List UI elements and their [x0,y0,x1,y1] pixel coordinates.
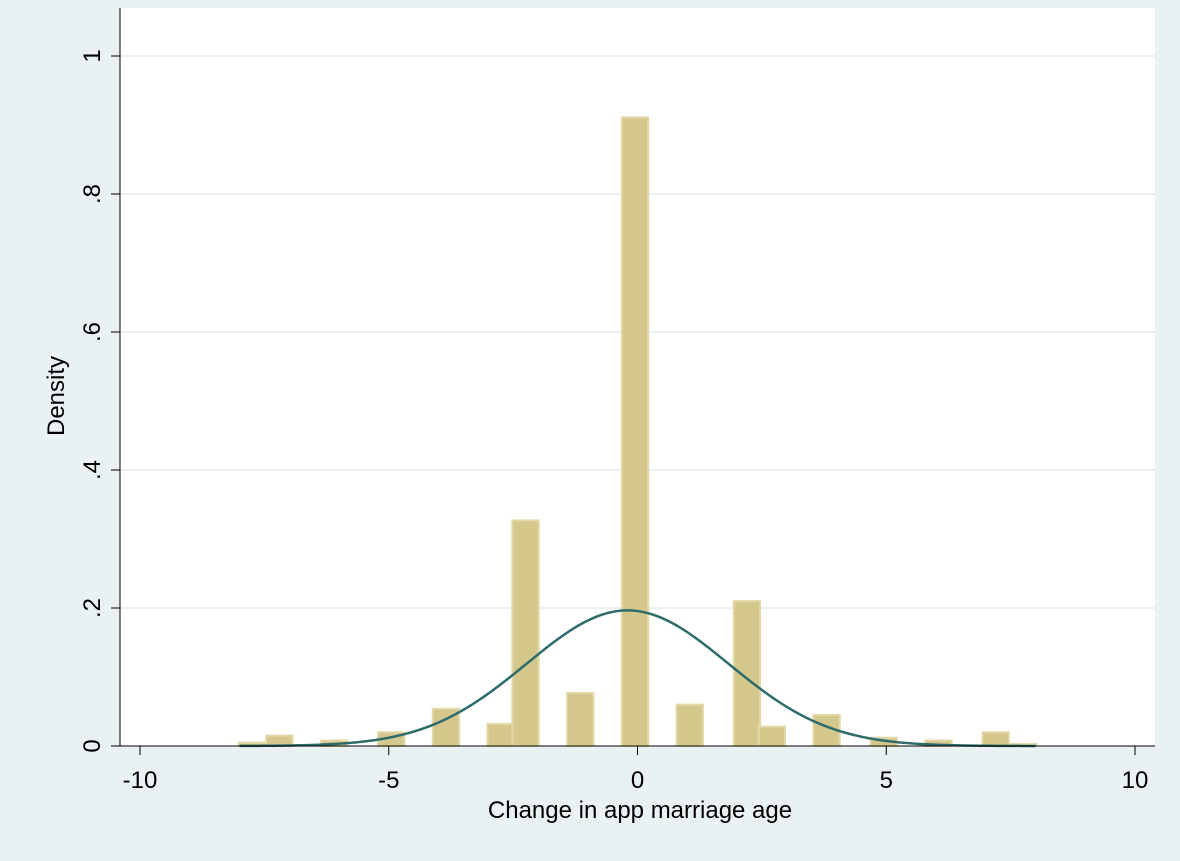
x-axis-ticks: -10 -5 0 5 10 [123,746,1149,794]
histogram-bar [620,116,650,748]
normal-density-curve [239,609,1036,748]
histogram-bar [757,725,787,747]
histogram-bar [675,703,704,747]
histogram-bar [732,600,762,747]
y-tick-label: .6 [79,322,106,342]
y-axis-title: Density [43,356,70,436]
y-tick-label: .4 [79,460,106,480]
histogram-bars [237,116,1038,748]
y-axis-ticks: 0 .2 .4 .6 .8 1 [79,49,120,753]
histogram-bar [511,519,540,747]
y-tick-label: .8 [79,184,106,204]
histogram-bar [981,731,1010,748]
x-tick-label: 0 [631,767,644,794]
y-tick-label: 1 [79,49,106,62]
x-axis-title: Change in app marriage age [488,797,792,824]
y-tick-label: 0 [79,739,106,752]
x-tick-label: -10 [123,767,158,794]
histogram-bar [486,722,515,747]
x-tick-label: 10 [1122,767,1149,794]
x-tick-label: 5 [880,767,893,794]
y-tick-label: .2 [79,598,106,618]
histogram-bar [566,691,595,747]
x-tick-label: -5 [378,767,399,794]
